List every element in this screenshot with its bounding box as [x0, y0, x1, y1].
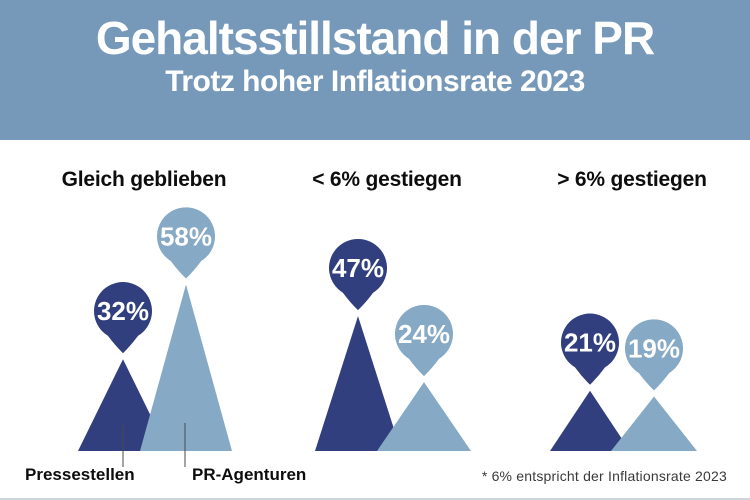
triangle-pr-agenturen: [140, 284, 232, 451]
group-heading-gleich-geblieben: Gleich geblieben: [61, 168, 227, 191]
legend-label-pr-agenturen: PR-Agenturen: [192, 465, 307, 484]
balloon-pressestellen: [561, 313, 620, 385]
balloon-value-pressestellen: 32%: [97, 296, 149, 326]
balloon-value-pr-agenturen: 58%: [160, 222, 212, 252]
balloon-pr-agenturen: [157, 207, 215, 279]
balloon-pr-agenturen: [395, 304, 453, 377]
triangle-pr-agenturen: [611, 396, 697, 451]
page-subtitle: Trotz hoher Inflationsrate 2023: [165, 64, 585, 98]
balloon-value-pressestellen: 47%: [332, 253, 384, 283]
page-title: Gehaltsstillstand in der PR: [95, 12, 655, 64]
triangle-pr-agenturen: [377, 382, 471, 451]
balloon-value-pr-agenturen: 19%: [628, 333, 680, 363]
triangle-pressestellen: [315, 316, 401, 451]
balloon-value-pressestellen: 21%: [564, 328, 616, 358]
triangle-pressestellen: [78, 359, 168, 451]
balloon-pressestellen: [94, 282, 153, 354]
header-banner: Gehaltsstillstand in der PR Trotz hoher …: [0, 0, 750, 140]
triangle-pressestellen: [550, 390, 630, 451]
legend-label-pressestellen: Pressestellen: [25, 465, 135, 484]
group-heading-unter-6-gestiegen: < 6% gestiegen: [312, 168, 462, 191]
footnote: * 6% entspricht der Inflationsrate 2023: [481, 468, 727, 484]
balloon-pr-agenturen: [625, 319, 684, 391]
bottom-border: [0, 498, 750, 500]
balloon-value-pr-agenturen: 24%: [398, 319, 450, 349]
group-heading-ueber-6-gestiegen: > 6% gestiegen: [557, 168, 707, 191]
balloon-pressestellen: [329, 238, 387, 311]
